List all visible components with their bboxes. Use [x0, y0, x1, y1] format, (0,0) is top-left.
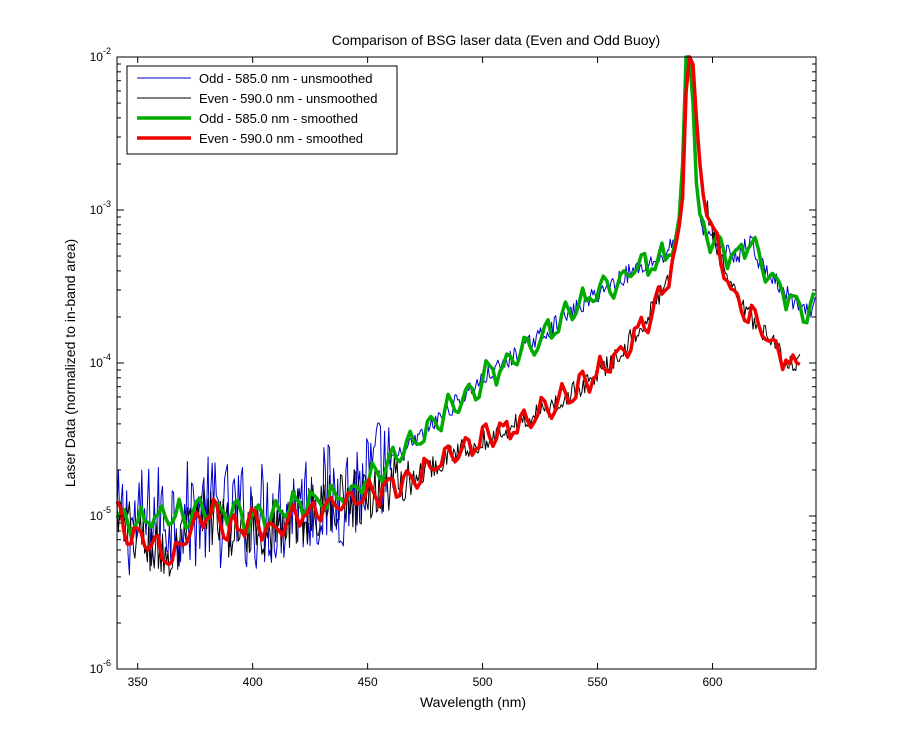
y-tick-label: 10-6 [90, 658, 111, 676]
chart-title: Comparison of BSG laser data (Even and O… [332, 32, 660, 48]
y-tick-base: 10 [90, 509, 104, 523]
y-tick-exponent: -5 [103, 505, 111, 515]
y-tick-label: 10-2 [90, 46, 111, 64]
x-tick-label: 550 [588, 675, 608, 689]
legend: Odd - 585.0 nm - unsmoothed Even - 590.0 … [126, 65, 398, 155]
legend-label: Odd - 585.0 nm - unsmoothed [199, 71, 372, 86]
x-tick-label: 450 [358, 675, 378, 689]
legend-label: Even - 590.0 nm - unsmoothed [199, 91, 378, 106]
legend-label: Odd - 585.0 nm - smoothed [199, 111, 358, 126]
y-tick-base: 10 [90, 203, 104, 217]
x-tick-label: 400 [243, 675, 263, 689]
y-tick-exponent: -2 [103, 46, 111, 56]
x-tick-label: 500 [473, 675, 493, 689]
y-tick-exponent: -6 [103, 658, 111, 668]
y-tick-base: 10 [90, 356, 104, 370]
y-tick-base: 10 [90, 662, 104, 676]
series-line-2 [115, 55, 816, 538]
y-tick-exponent: -3 [103, 199, 111, 209]
y-axis: 10-210-310-410-510-6 [90, 46, 816, 676]
x-axis: 350 400 450 500 550 600 [128, 57, 723, 689]
y-axis-label: Laser Data (normalized to in-band area) [62, 239, 78, 487]
y-tick-label: 10-3 [90, 199, 111, 217]
x-tick-label: 600 [703, 675, 723, 689]
legend-label: Even - 590.0 nm - smoothed [199, 131, 363, 146]
x-tick-label: 350 [128, 675, 148, 689]
y-tick-label: 10-4 [90, 352, 111, 370]
x-axis-label: Wavelength (nm) [420, 694, 526, 710]
series-layer [115, 55, 816, 577]
series-line-3 [115, 55, 801, 567]
y-tick-base: 10 [90, 50, 104, 64]
y-tick-exponent: -4 [103, 352, 111, 362]
y-tick-label: 10-5 [90, 505, 111, 523]
